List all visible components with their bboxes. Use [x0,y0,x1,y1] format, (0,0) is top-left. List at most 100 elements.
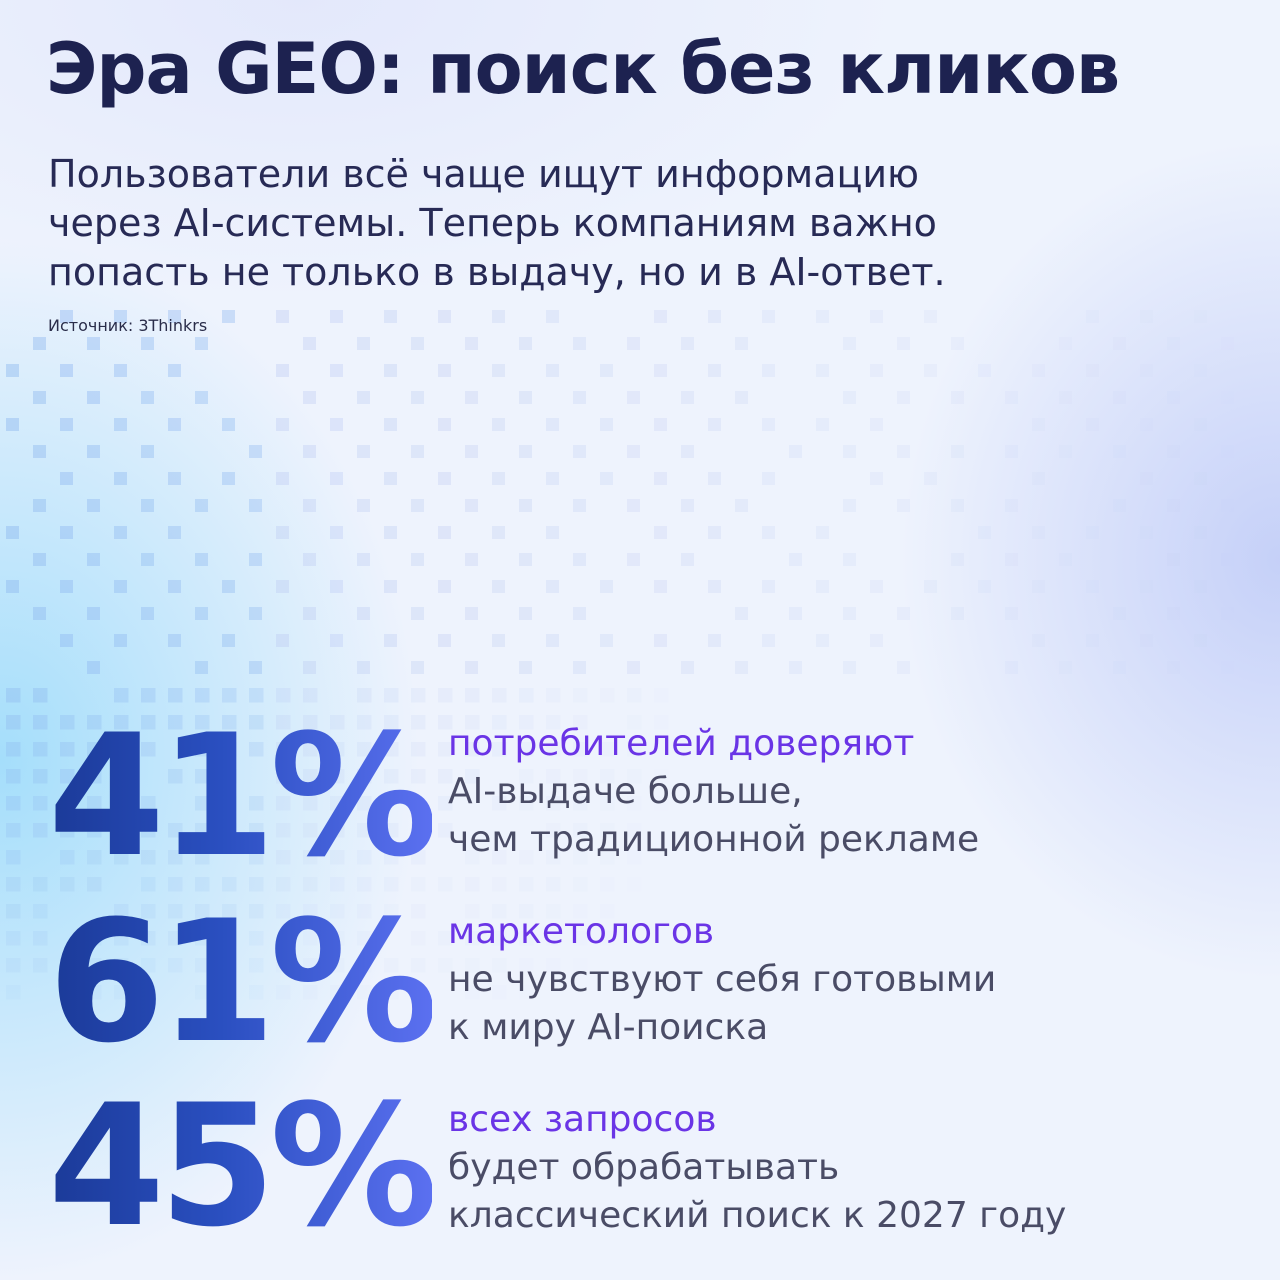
grid-square [816,364,829,377]
grid-square [600,769,615,784]
grid-square [141,904,156,919]
grid-square [249,904,264,919]
grid-square [168,364,181,377]
subtitle-line: Пользователи всё чаще ищут информацию [48,152,920,196]
grid-square [546,364,559,377]
grid-square [87,499,100,512]
stat-line: AI-выдаче больше, [448,771,803,812]
grid-square [6,958,21,973]
grid-square [411,688,426,703]
grid-square [384,769,399,784]
grid-square [465,391,478,404]
grid-square [141,337,154,350]
grid-square [735,607,748,620]
grid-square [87,715,102,730]
grid-square [546,310,559,323]
grid-square [681,553,694,566]
grid-square [438,823,453,838]
grid-square [384,310,397,323]
grid-square [249,499,262,512]
grid-square [276,418,289,431]
grid-square [384,877,399,892]
grid-square [438,688,453,703]
grid-square [789,661,802,674]
grid-square [141,553,154,566]
grid-square [303,931,318,946]
grid-square [411,850,426,865]
grid-square [681,391,694,404]
grid-square [519,742,534,757]
grid-square [141,850,156,865]
grid-square [87,850,102,865]
grid-square [303,688,318,703]
grid-square [222,877,237,892]
grid-square [114,526,127,539]
grid-square [816,418,829,431]
grid-square [492,958,507,973]
grid-square [1221,445,1234,458]
grid-square [573,661,586,674]
grid-square [789,607,802,620]
grid-square [600,472,613,485]
grid-square [870,580,883,593]
grid-square [816,526,829,539]
grid-square [303,877,318,892]
grid-square [114,688,129,703]
grid-square [411,661,424,674]
grid-square [1167,553,1180,566]
grid-square [249,985,264,1000]
grid-square [573,742,588,757]
grid-square [60,715,75,730]
grid-square [357,499,370,512]
grid-square [33,769,48,784]
grid-square [546,418,559,431]
grid-square [195,958,210,973]
grid-square [1086,580,1099,593]
grid-square [141,499,154,512]
grid-square [357,796,372,811]
grid-square [438,634,451,647]
grid-square [708,418,721,431]
grid-square [546,634,559,647]
grid-square [303,796,318,811]
grid-square [60,472,73,485]
grid-square [303,850,318,865]
grid-square [357,607,370,620]
grid-square [222,688,237,703]
grid-square [681,445,694,458]
grid-square [897,337,910,350]
grid-square [168,688,183,703]
grid-square [573,391,586,404]
grid-square [60,742,75,757]
grid-square [6,688,21,703]
grid-square [249,877,264,892]
grid-square [141,958,156,973]
grid-square [384,985,399,1000]
grid-square [6,796,21,811]
grid-square [735,499,748,512]
grid-square [1140,526,1153,539]
grid-square [195,823,210,838]
grid-square [249,445,262,458]
grid-square [384,742,399,757]
grid-square [519,931,534,946]
grid-square [222,418,235,431]
grid-square [6,364,19,377]
grid-square [384,715,399,730]
grid-square [60,634,73,647]
grid-square [816,310,829,323]
grid-square [141,715,156,730]
grid-square [357,769,372,784]
grid-square [492,715,507,730]
grid-square [222,796,237,811]
grid-square [1005,391,1018,404]
grid-square [519,904,534,919]
grid-square [1140,580,1153,593]
grid-square [492,931,507,946]
grid-square [168,904,183,919]
stat-line: чем традиционной рекламе [448,819,980,860]
grid-square [249,931,264,946]
grid-square [33,742,48,757]
grid-square [708,580,721,593]
grid-square [762,418,775,431]
